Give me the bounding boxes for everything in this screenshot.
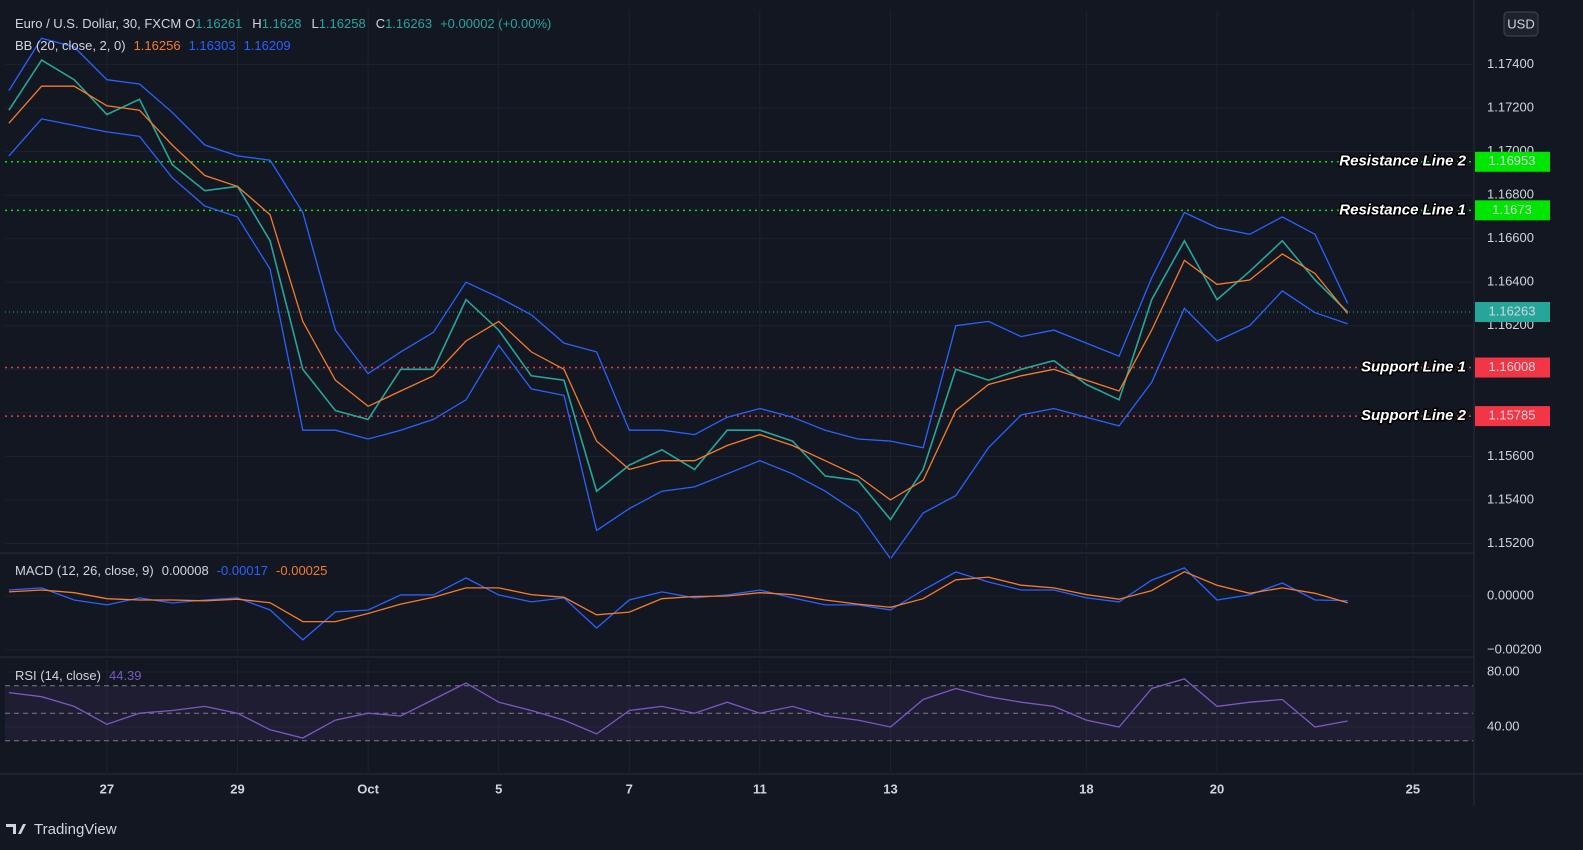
y-tick-label: 1.17200 bbox=[1487, 99, 1534, 114]
x-tick-label: 25 bbox=[1406, 781, 1420, 796]
indicator-value: 0.00008 bbox=[162, 563, 209, 578]
x-tick-label: 27 bbox=[100, 781, 114, 796]
indicator-legend: RSI (14, close) 44.39 bbox=[15, 668, 142, 683]
ohlc-label: C bbox=[376, 16, 385, 31]
ohlc-value: 1.1628 bbox=[262, 16, 302, 31]
last-price-box bbox=[1475, 302, 1550, 323]
level-price-box bbox=[1475, 406, 1550, 427]
symbol-title: Euro / U.S. Dollar, 30, FXCM bbox=[15, 16, 181, 31]
indicator-value: 1.16209 bbox=[244, 38, 291, 53]
series-line bbox=[8, 118, 1348, 560]
x-tick-label: 13 bbox=[883, 781, 897, 796]
x-tick-label: 7 bbox=[626, 781, 633, 796]
level-price-box bbox=[1475, 151, 1550, 172]
y-tick-label: 1.15200 bbox=[1487, 535, 1534, 550]
indicator-legend: MACD (12, 26, close, 9) 0.00008 -0.00017 -0… bbox=[15, 563, 327, 578]
series-line bbox=[8, 59, 1349, 521]
x-tick-label: 18 bbox=[1079, 781, 1093, 796]
pane: 80.00 40.00 27 29 Oct 5 7 11 13 18 20 25 RSI (14, cl… bbox=[5, 660, 1520, 796]
series-line bbox=[8, 85, 1349, 501]
level-price: 1.16008 bbox=[1489, 359, 1536, 374]
indicator-value: 1.16256 bbox=[134, 38, 181, 53]
y-tick-label: 80.00 bbox=[1487, 663, 1520, 678]
level-price-box bbox=[1475, 357, 1550, 378]
tradingview-logo: TradingView bbox=[6, 821, 117, 838]
indicator-label: MACD (12, 26, close, 9) bbox=[15, 563, 154, 578]
level-price-box bbox=[1475, 200, 1550, 221]
indicator-value: 44.39 bbox=[109, 668, 142, 683]
logo-icon bbox=[6, 824, 26, 834]
indicator-value: -0.00025 bbox=[276, 563, 327, 578]
y-tick-label: 1.16600 bbox=[1487, 230, 1534, 245]
y-tick-label: 0.00000 bbox=[1487, 587, 1534, 602]
y-tick-label: 1.16400 bbox=[1487, 274, 1534, 289]
x-tick-label: 5 bbox=[495, 781, 502, 796]
ohlc-label: O bbox=[185, 16, 195, 31]
indicator-value: -0.00017 bbox=[217, 563, 268, 578]
header: Euro / U.S. Dollar, 30, FXCM O1.16261 H1.1… bbox=[15, 16, 551, 31]
currency-button[interactable] bbox=[1503, 11, 1539, 37]
y-tick-label: 1.17400 bbox=[1487, 56, 1534, 71]
y-tick-label: −0.00200 bbox=[1487, 641, 1542, 656]
currency: USD bbox=[1507, 16, 1534, 31]
y-tick-label: 40.00 bbox=[1487, 718, 1520, 733]
level-label: Support Line 1 bbox=[1361, 359, 1466, 376]
ohlc-label: L bbox=[311, 16, 318, 31]
indicator-legend: BB (20, close, 2, 0) 1.16256 1.16303 1.1620… bbox=[15, 38, 291, 53]
series-line bbox=[8, 678, 1348, 739]
x-tick-label: 20 bbox=[1210, 781, 1224, 796]
change: +0.00002 (+0.00%) bbox=[440, 16, 551, 31]
level-price: 1.15785 bbox=[1489, 408, 1536, 423]
indicator-value: 1.16303 bbox=[189, 38, 236, 53]
brand: TradingView bbox=[34, 821, 117, 838]
level-label: Resistance Line 2 bbox=[1339, 153, 1466, 170]
level-label: Resistance Line 1 bbox=[1339, 201, 1466, 218]
series-line bbox=[8, 570, 1348, 623]
indicator-label: RSI (14, close) bbox=[15, 668, 101, 683]
series-line bbox=[8, 37, 1349, 449]
ohlc-value: 1.16261 bbox=[195, 16, 242, 31]
y-tick-label: 1.15600 bbox=[1487, 448, 1534, 463]
pane: 0.00000 −0.00200 MACD (12, 26, close, 9) 0.… bbox=[5, 555, 1542, 656]
ohlc-label: H bbox=[252, 16, 261, 31]
x-tick-label: 11 bbox=[753, 781, 767, 796]
last-price: 1.16263 bbox=[1489, 303, 1536, 318]
indicator-label: BB (20, close, 2, 0) bbox=[15, 38, 126, 53]
level-price: 1.1673 bbox=[1492, 202, 1532, 217]
x-tick-label: Oct bbox=[357, 781, 379, 796]
level-price: 1.16953 bbox=[1489, 153, 1536, 168]
x-tick-label: 29 bbox=[230, 781, 244, 796]
y-tick-label: 1.15400 bbox=[1487, 491, 1534, 506]
level-label: Support Line 2 bbox=[1361, 407, 1467, 424]
y-tick-label: 1.16800 bbox=[1487, 187, 1534, 202]
ohlc-value: 1.16258 bbox=[319, 16, 366, 31]
ohlc-value: 1.16263 bbox=[385, 16, 432, 31]
pane: 1.174001.172001.170001.168001.166001.164… bbox=[5, 10, 1550, 560]
